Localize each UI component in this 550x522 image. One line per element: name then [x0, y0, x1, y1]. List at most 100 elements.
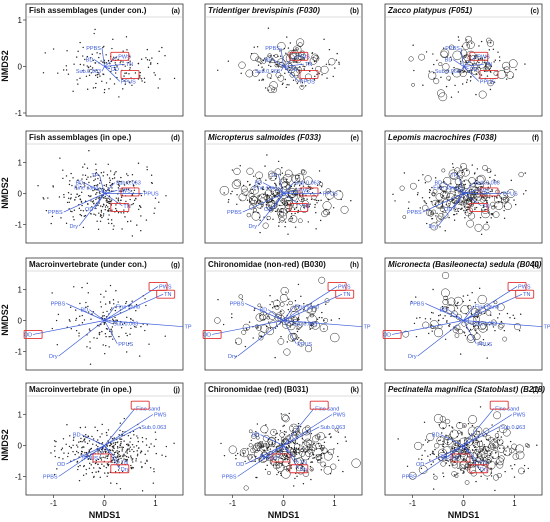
- scatter-point: [107, 163, 109, 166]
- scatter-point: [133, 325, 136, 328]
- scatter-point: [93, 203, 95, 205]
- scatter-point: [298, 184, 301, 187]
- scatter-point: [318, 445, 321, 447]
- vector-arrow: [463, 55, 477, 67]
- scatter-point: [106, 434, 108, 437]
- scatter-point: [122, 50, 124, 52]
- scatter-point: [471, 197, 477, 203]
- scatter-point: [496, 197, 498, 199]
- scatter-point: [97, 471, 100, 473]
- scatter-point: [122, 454, 124, 457]
- scatter-point: [90, 195, 92, 197]
- scatter-point: [96, 429, 99, 432]
- scatter-point: [125, 181, 128, 183]
- scatter-point: [293, 181, 296, 184]
- scatter-point: [289, 448, 294, 453]
- scatter-point: [281, 191, 286, 197]
- scatter-point: [281, 413, 289, 422]
- scatter-point: [95, 169, 97, 171]
- scatter-point: [125, 451, 127, 453]
- scatter-point: [268, 444, 270, 446]
- scatter-point: [416, 194, 419, 196]
- scatter-point: [427, 455, 429, 457]
- scatter-point: [94, 426, 96, 428]
- scatter-point: [483, 61, 486, 64]
- scatter-point: [51, 215, 54, 218]
- scatter-point: [450, 59, 453, 61]
- vector-arrow: [104, 306, 115, 321]
- scatter-point: [410, 300, 413, 303]
- scatter-point: [57, 72, 59, 74]
- scatter-point: [320, 199, 322, 202]
- scatter-point: [462, 295, 465, 297]
- vector-label: BD: [252, 433, 260, 439]
- scatter-point: [116, 450, 118, 452]
- scatter-point: [123, 212, 125, 214]
- scatter-point: [286, 203, 289, 206]
- scatter-point: [109, 78, 111, 80]
- scatter-point: [132, 202, 135, 205]
- scatter-point: [119, 444, 122, 447]
- scatter-point: [433, 473, 435, 476]
- vector-label: Sub.0.063: [472, 322, 497, 328]
- scatter-point: [129, 60, 131, 62]
- scatter-point: [95, 163, 97, 165]
- scatter-point: [109, 184, 112, 187]
- scatter-point: [460, 208, 462, 210]
- highlight-box: [202, 330, 222, 339]
- scatter-point: [69, 198, 72, 200]
- scatter-point: [131, 459, 133, 461]
- scatter-point: [441, 212, 449, 219]
- scatter-point: [100, 457, 102, 459]
- scatter-point: [294, 455, 296, 457]
- scatter-point: [102, 46, 104, 49]
- scatter-point: [287, 49, 297, 59]
- scatter-point: [143, 190, 145, 192]
- scatter-point: [308, 205, 311, 208]
- scatter-point: [477, 454, 479, 456]
- scatter-point: [491, 190, 493, 192]
- scatter-point: [262, 188, 265, 191]
- scatter-point: [68, 319, 71, 321]
- scatter-point: [108, 200, 111, 203]
- vector-arrow: [278, 187, 284, 194]
- scatter-point: [490, 475, 493, 477]
- scatter-point: [429, 320, 439, 330]
- scatter-point: [293, 208, 296, 211]
- scatter-point: [486, 199, 488, 202]
- scatter-point: [290, 215, 293, 218]
- scatter-point: [421, 454, 423, 457]
- scatter-point: [442, 211, 444, 213]
- vector-arrow: [283, 408, 315, 446]
- vector-label: PPBS: [265, 46, 280, 52]
- scatter-point: [94, 178, 97, 180]
- scatter-point: [267, 321, 270, 323]
- scatter-point: [279, 214, 281, 216]
- scatter-point: [519, 313, 522, 315]
- scatter-point: [294, 212, 296, 215]
- vector-arrow: [458, 187, 464, 194]
- scatter-point: [421, 197, 424, 199]
- vector-label: OD: [470, 67, 478, 73]
- scatter-point: [491, 80, 493, 82]
- scatter-point: [146, 166, 148, 168]
- panel-e: Micropterus salmoides (F033) (e)PPBSDryOD…: [204, 130, 363, 244]
- scatter-point: [461, 431, 463, 434]
- scatter-point: [111, 187, 113, 189]
- scatter-point: [109, 62, 111, 65]
- scatter-point: [463, 457, 465, 459]
- scatter-point: [283, 467, 285, 469]
- scatter-point: [518, 171, 524, 178]
- scatter-point: [135, 197, 137, 200]
- scatter-point: [333, 448, 335, 450]
- scatter-point: [266, 154, 268, 156]
- scatter-point: [264, 57, 266, 59]
- vector-label: TP: [364, 325, 371, 331]
- scatter-point: [84, 185, 86, 187]
- scatter-point: [274, 168, 282, 175]
- y-tick-label: -1: [15, 221, 23, 230]
- scatter-point: [515, 449, 517, 451]
- scatter-point: [453, 474, 456, 476]
- scatter-point: [471, 72, 473, 74]
